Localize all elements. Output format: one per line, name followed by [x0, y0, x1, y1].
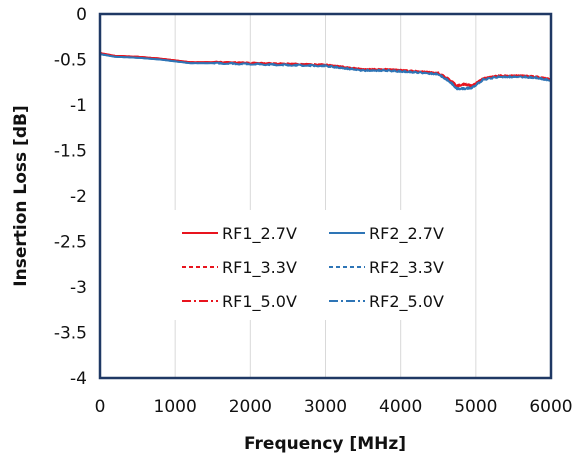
series-lines — [99, 52, 552, 91]
x-tick-label: 0 — [95, 397, 106, 417]
x-tick-label: 6000 — [529, 397, 572, 417]
series-line-rf2-2-7v — [99, 53, 552, 91]
legend-label: RF1_3.3V — [222, 258, 297, 278]
legend: RF1_2.7V RF2_2.7V RF1_3.3V RF2_3.3V RF1_5.0V… — [168, 210, 474, 320]
plot-area-border — [98, 12, 553, 380]
y-tick-label: 0 — [76, 5, 87, 25]
legend-label: RF2_5.0V — [369, 292, 444, 312]
y-tick-label: -1 — [70, 96, 87, 116]
tick-labels: 0 -0.5 -1 -1.5 -2 -2.5 -3 -3.5 -4 0 1000 2000 3000 40… — [54, 5, 573, 417]
legend-label: RF2_3.3V — [369, 258, 444, 278]
y-tick-label: -3.5 — [54, 324, 87, 344]
x-tick-label: 1000 — [154, 397, 197, 417]
legend-label: RF1_5.0V — [222, 292, 297, 312]
x-tick-label: 4000 — [379, 397, 422, 417]
x-tick-label: 2000 — [229, 397, 272, 417]
y-tick-label: -4 — [70, 369, 87, 389]
legend-label: RF1_2.7V — [222, 224, 297, 244]
y-tick-label: -3 — [70, 278, 87, 298]
y-tick-label: -2 — [70, 187, 87, 207]
y-axis-title: Insertion Loss [dB] — [11, 105, 31, 286]
y-tick-label: -1.5 — [54, 142, 87, 162]
x-axis-title: Frequency [MHz] — [244, 434, 406, 454]
legend-label: RF2_2.7V — [369, 224, 444, 244]
x-tick-label: 3000 — [304, 397, 347, 417]
x-tick-label: 5000 — [454, 397, 497, 417]
y-tick-label: -0.5 — [54, 51, 87, 71]
legend-box — [168, 210, 474, 320]
y-tick-label: -2.5 — [54, 233, 87, 253]
